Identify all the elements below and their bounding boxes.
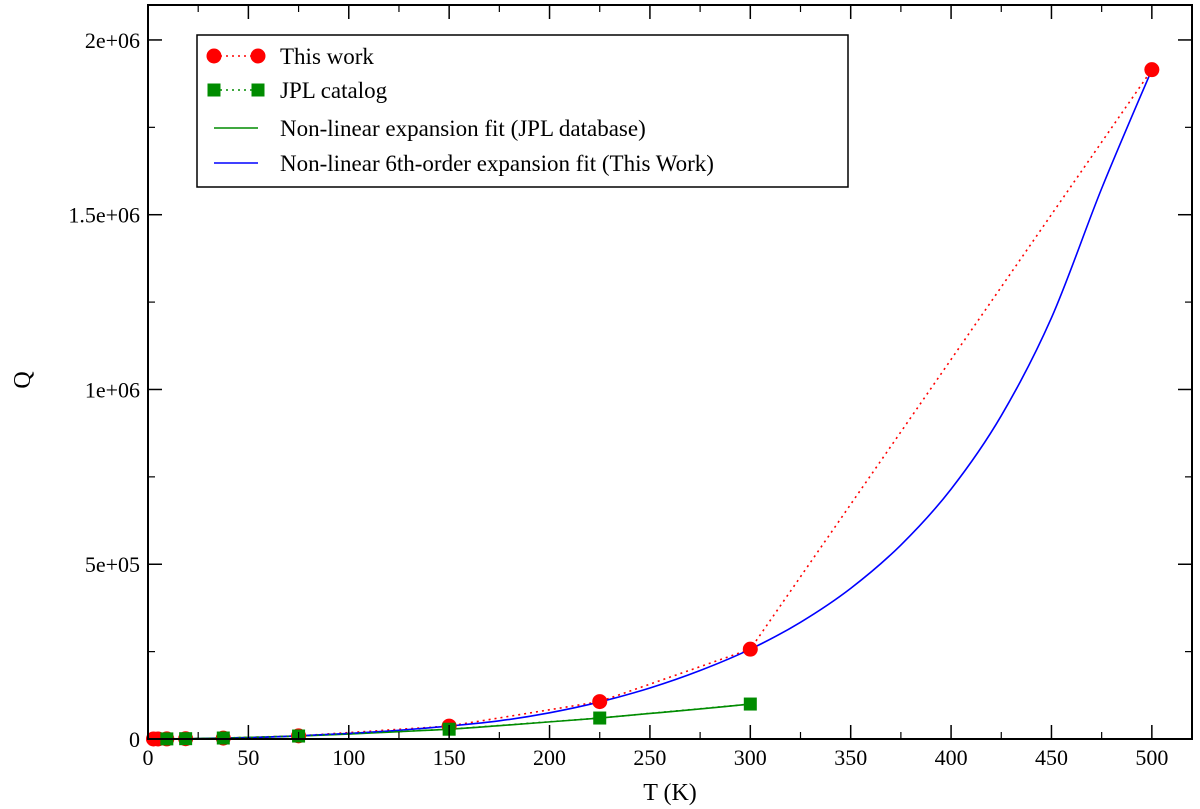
y-tick-label: 5e+05 <box>85 552 140 577</box>
x-tick-label: 100 <box>332 745 365 770</box>
x-tick-label: 200 <box>533 745 566 770</box>
y-tick-label: 1.5e+06 <box>68 203 140 228</box>
series-dotted-line <box>153 69 1153 740</box>
data-point-square <box>743 697 757 711</box>
legend-label: Non-linear expansion fit (JPL database) <box>280 116 646 141</box>
y-tick-label: 0 <box>129 727 140 752</box>
legend: This work JPL catalog Non-linear expansion… <box>196 34 849 188</box>
x-tick-label: 50 <box>237 745 259 770</box>
y-tick-label: 1e+06 <box>85 377 140 402</box>
legend-label: Non-linear 6th-order expansion fit (This… <box>280 151 714 176</box>
x-tick-label: 300 <box>734 745 767 770</box>
x-axis-title: T (K) <box>643 780 697 806</box>
x-tick-label: 450 <box>1035 745 1068 770</box>
legend-marker-circle <box>250 48 266 64</box>
x-tick-label: 500 <box>1135 745 1168 770</box>
legend-label: JPL catalog <box>280 78 388 103</box>
legend-box <box>196 34 849 188</box>
x-tick-label: 0 <box>143 745 154 770</box>
y-axis-title: Q <box>10 371 36 388</box>
plot-frame <box>147 4 1193 740</box>
legend-marker-circle <box>206 48 222 64</box>
x-tick-label: 250 <box>633 745 666 770</box>
axis-ticks: 0 50 100 150 200 250 300 350 400 450 500 0 5e+05 1e+0… <box>68 5 1192 770</box>
data-point-circle <box>592 694 608 710</box>
y-tick-label: 2e+06 <box>85 28 140 53</box>
legend-label: This work <box>280 44 374 69</box>
x-tick-label: 350 <box>834 745 867 770</box>
data-point-circle <box>1144 62 1160 78</box>
data-point-circle <box>742 641 758 657</box>
legend-marker-square <box>251 83 265 97</box>
data-point-square <box>593 711 607 725</box>
x-tick-label: 400 <box>935 745 968 770</box>
x-tick-label: 150 <box>433 745 466 770</box>
legend-marker-square <box>207 83 221 97</box>
